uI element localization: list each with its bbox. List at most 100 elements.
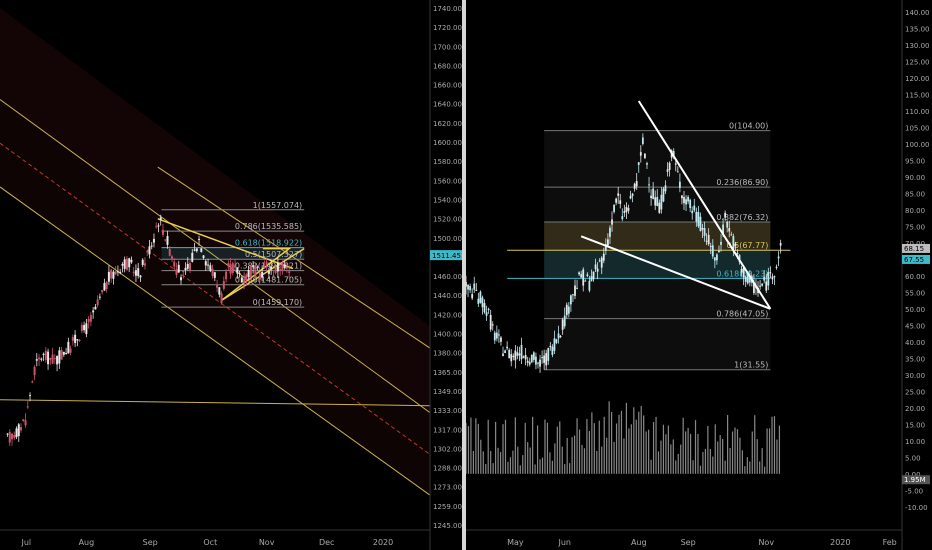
candle-body bbox=[107, 271, 110, 282]
candle-body bbox=[128, 258, 131, 268]
volume-bar bbox=[650, 459, 652, 474]
pane-divider[interactable] bbox=[462, 0, 466, 550]
candle-body bbox=[654, 197, 657, 206]
volume-bar bbox=[667, 425, 669, 474]
candle-body bbox=[477, 298, 480, 304]
candle-body bbox=[765, 281, 768, 291]
y-tick-label: 1620.000 bbox=[433, 120, 462, 128]
volume-bar bbox=[628, 428, 630, 474]
candle-body bbox=[502, 353, 504, 357]
y-tick-label: 1302.000 bbox=[433, 445, 462, 453]
left-price-chart[interactable]: 1(1557.074) 0.786(1535.585) 0.618(1518.922… bbox=[0, 0, 462, 550]
price-label: 68.15 bbox=[904, 245, 924, 253]
volume-bar bbox=[551, 460, 553, 474]
volume-bar bbox=[601, 446, 603, 474]
candle-body bbox=[49, 358, 52, 360]
candle-body bbox=[71, 337, 74, 341]
volume-bar bbox=[620, 410, 623, 474]
volume-bar bbox=[556, 426, 558, 474]
candle-body bbox=[596, 268, 599, 272]
y-tick-label: 1700.000 bbox=[433, 43, 462, 51]
y-tick-label: 85.00 bbox=[905, 190, 925, 198]
candle-body bbox=[204, 261, 207, 266]
candle-body bbox=[699, 216, 702, 232]
y-tick-label: 1600.000 bbox=[433, 139, 462, 147]
candle-body bbox=[479, 291, 482, 303]
candle-body bbox=[216, 285, 219, 288]
candle-body bbox=[543, 355, 546, 363]
fib-level-label: 0.236(86.90) bbox=[716, 178, 768, 187]
candle-body bbox=[466, 282, 467, 287]
candle-body bbox=[76, 339, 79, 341]
candle-body bbox=[691, 210, 694, 214]
candle-body bbox=[726, 221, 729, 228]
candle-body bbox=[121, 264, 124, 266]
x-tick-label: Dec bbox=[319, 538, 334, 547]
fib-level-label: 0.786(1535.585) bbox=[235, 222, 302, 231]
candle-body bbox=[674, 163, 677, 165]
candle-body bbox=[258, 272, 261, 280]
candle-body bbox=[609, 227, 611, 237]
volume-bar bbox=[583, 448, 586, 474]
candle-body bbox=[656, 197, 659, 206]
candle-body bbox=[672, 150, 675, 157]
candle-body bbox=[753, 282, 755, 294]
candle-body bbox=[177, 264, 180, 273]
volume-bar bbox=[685, 431, 687, 474]
candle-body bbox=[98, 296, 101, 298]
y-tick-label: 120.00 bbox=[905, 75, 930, 83]
candle-body bbox=[159, 217, 162, 220]
candle-body bbox=[576, 287, 578, 289]
candle-body bbox=[157, 225, 160, 227]
candle-body bbox=[594, 264, 597, 270]
candle-body bbox=[773, 276, 776, 278]
volume-bar bbox=[741, 450, 744, 474]
volume-bar bbox=[717, 441, 719, 474]
volume-bar bbox=[466, 422, 467, 474]
y-tick-label: -10.00 bbox=[905, 504, 928, 512]
candle-body bbox=[491, 324, 494, 326]
candle-body bbox=[152, 238, 155, 243]
volume-bar bbox=[672, 439, 674, 474]
candle-body bbox=[771, 276, 774, 280]
candle-body bbox=[247, 270, 250, 277]
candle-body bbox=[485, 312, 488, 316]
y-tick-label: 135.00 bbox=[905, 25, 930, 33]
candle-body bbox=[526, 360, 529, 363]
candle-body bbox=[481, 297, 484, 308]
candle-body bbox=[94, 306, 97, 310]
volume-bar bbox=[633, 407, 635, 474]
candle-body bbox=[467, 285, 469, 290]
candle-body bbox=[641, 137, 644, 145]
candle-body bbox=[44, 350, 47, 360]
fib-level-label: 0(104.00) bbox=[729, 122, 768, 131]
y-tick-label: 1333.000 bbox=[433, 407, 462, 415]
candle-body bbox=[740, 269, 743, 273]
candle-body bbox=[22, 419, 25, 421]
volume-bar bbox=[771, 416, 773, 474]
channel-lower-line bbox=[0, 186, 431, 496]
candle-body bbox=[218, 287, 221, 295]
candle-body bbox=[180, 277, 183, 281]
candle-body bbox=[580, 274, 583, 278]
right-price-chart[interactable]: 0(104.00) 0.236(86.90) 0.382(76.32) 0.5(67.… bbox=[466, 0, 932, 550]
candle-body bbox=[541, 357, 543, 359]
y-tick-label: 140.00 bbox=[905, 9, 930, 17]
candle-body bbox=[168, 248, 171, 256]
volume-bar bbox=[522, 455, 524, 474]
volume-bar bbox=[744, 466, 746, 474]
fib-level-label: 0.5(1507.327) bbox=[245, 250, 302, 259]
candle-body bbox=[549, 345, 552, 347]
wedge-upper-line bbox=[637, 100, 772, 310]
y-tick-label: 80.00 bbox=[905, 207, 925, 215]
candle-body bbox=[116, 271, 119, 273]
y-tick-label: 20.00 bbox=[905, 405, 925, 413]
candle-body bbox=[639, 152, 642, 156]
candle-body bbox=[504, 350, 506, 353]
volume-bar bbox=[754, 415, 756, 474]
candle-body bbox=[506, 346, 509, 349]
candle-body bbox=[265, 261, 268, 265]
y-tick-label: 1580.000 bbox=[433, 158, 462, 166]
candle-body bbox=[623, 211, 626, 213]
volume-bar bbox=[467, 426, 470, 474]
